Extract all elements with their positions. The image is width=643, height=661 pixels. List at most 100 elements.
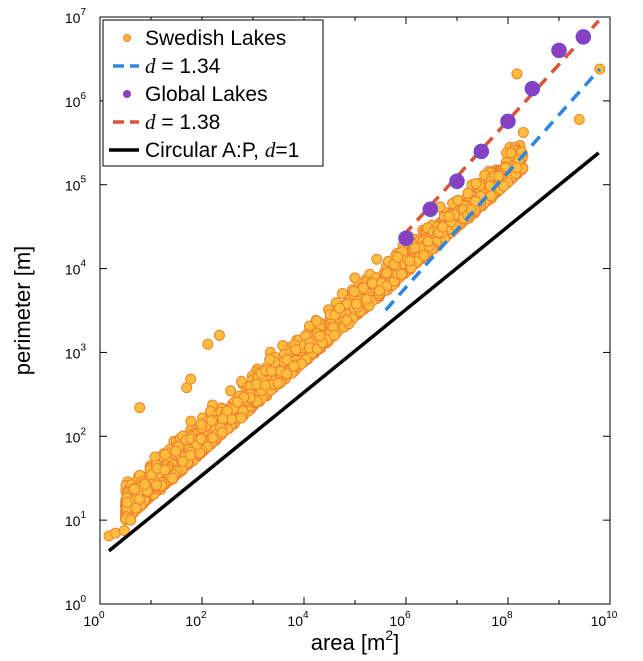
swedish-lake-point	[202, 338, 214, 350]
y-tick-label-base: 10	[65, 345, 81, 361]
x-tick-label: 106	[389, 610, 411, 629]
swedish-lake-point	[128, 483, 140, 495]
x-axis-label-close: ]	[393, 630, 399, 655]
swedish-lake-point	[265, 365, 277, 377]
swedish-lake-point	[185, 373, 197, 385]
global-lake-point	[575, 29, 592, 45]
swedish-lake-point	[130, 502, 142, 514]
swedish-lake-point	[360, 293, 372, 305]
swedish-lake-point	[341, 314, 353, 326]
legend-label-text: = 1.38	[156, 111, 221, 134]
y-tick-label: 104	[65, 259, 87, 278]
swedish-lake-point	[159, 464, 171, 476]
swedish-lake-point	[281, 368, 293, 380]
swedish-lake-point	[462, 187, 474, 199]
x-tick-label-base: 10	[287, 613, 303, 629]
y-tick-label-exp: 1	[80, 510, 86, 521]
swedish-lake-point	[195, 418, 207, 430]
swedish-lake-point	[151, 479, 162, 491]
y-tick-label-base: 10	[65, 10, 81, 26]
y-tick-label: 107	[65, 7, 87, 26]
swedish-lake-point	[217, 413, 229, 425]
y-tick-label: 103	[65, 342, 87, 361]
swedish-lake-point	[213, 329, 225, 341]
x-tick-label-base: 10	[185, 613, 201, 629]
swedish-lake-point	[517, 126, 529, 138]
swedish-lake-point	[418, 249, 430, 261]
legend-label-italic: d	[145, 110, 156, 134]
swedish-lake-point	[134, 402, 146, 414]
legend-label-text: Swedish Lakes	[145, 27, 286, 50]
legend-marker-dot	[123, 34, 131, 42]
y-tick-label-exp: 7	[80, 7, 86, 18]
legend-label: d = 1.38	[145, 110, 220, 134]
swedish-lake-point	[573, 113, 585, 125]
x-tick-label-exp: 8	[507, 610, 513, 621]
swedish-lake-point	[311, 315, 323, 327]
legend-label-text: Global Lakes	[145, 83, 268, 106]
legend-label-text: = 1.34	[156, 55, 221, 78]
x-axis-label: area [m2]	[311, 627, 400, 655]
circular-fit-line	[107, 151, 600, 553]
x-tick-label-exp: 4	[303, 610, 309, 621]
swedish-lake-point	[139, 478, 151, 490]
swedish-lake-point	[177, 455, 189, 467]
x-tick-label-exp: 0	[99, 610, 105, 621]
swedish-lake-point	[348, 285, 360, 297]
y-tick-label-exp: 5	[80, 175, 86, 186]
swedish-lake-point	[336, 288, 348, 299]
y-tick-label-base: 10	[65, 178, 81, 194]
swedish-lake-point	[374, 285, 385, 297]
global-lake-point	[524, 80, 541, 97]
swedish-lake-point	[366, 277, 378, 289]
x-tick-label: 104	[287, 610, 309, 629]
dashed-fit-line	[384, 67, 602, 312]
swedish-lake-point	[392, 251, 404, 263]
y-tick-label-base: 10	[65, 262, 81, 278]
swedish-lake-point	[290, 344, 302, 356]
y-tick-label-exp: 3	[80, 342, 86, 353]
x-tick-label: 100	[83, 610, 105, 629]
swedish-lake-point	[452, 194, 464, 206]
y-axis-label: perimeter [m]	[10, 246, 35, 376]
swedish-lake-point	[259, 379, 271, 391]
x-tick-label-base: 10	[591, 613, 607, 629]
legend-marker-dot	[123, 90, 131, 98]
global-lake-point	[551, 42, 567, 59]
swedish-lake-point	[272, 377, 284, 389]
swedish-lake-point	[371, 253, 383, 265]
axis-ticks: 100 102 104 106 108 1010100101102103104105106…	[65, 7, 618, 629]
swedish-lake-point	[185, 415, 197, 427]
legend-label: Circular A:P, d=1	[145, 138, 299, 162]
x-tick-label: 102	[185, 610, 207, 629]
y-tick-label-base: 10	[65, 94, 81, 110]
y-tick-label: 100	[65, 594, 87, 613]
swedish-lake-point	[118, 525, 130, 537]
swedish-lake-point	[125, 514, 137, 526]
swedish-lake-point	[511, 68, 523, 80]
swedish-lake-point	[485, 190, 497, 202]
y-tick-label-exp: 4	[80, 259, 86, 270]
swedish-lake-point	[281, 354, 293, 366]
swedish-lake-point	[334, 302, 345, 314]
swedish-lake-point	[396, 268, 407, 280]
x-tick-label-base: 10	[389, 613, 405, 629]
swedish-lake-point	[505, 147, 517, 159]
legend-label: Swedish Lakes	[145, 27, 286, 50]
swedish-lake-point	[594, 63, 606, 75]
swedish-lake-point	[170, 445, 182, 457]
global-lake-point	[398, 230, 414, 246]
x-tick-label-exp: 2	[201, 610, 207, 621]
y-tick-label-exp: 6	[80, 91, 86, 102]
swedish-lake-point	[329, 329, 341, 341]
swedish-lake-point	[404, 255, 416, 267]
swedish-lake-point	[167, 472, 178, 484]
swedish-lake-point	[159, 448, 171, 460]
swedish-lake-point	[470, 178, 482, 190]
x-tick-label-base: 10	[83, 613, 99, 629]
swedish-lake-point	[225, 385, 237, 397]
plot-marks	[103, 19, 606, 553]
swedish-lake-point	[216, 426, 228, 438]
x-tick-label: 108	[491, 610, 513, 629]
